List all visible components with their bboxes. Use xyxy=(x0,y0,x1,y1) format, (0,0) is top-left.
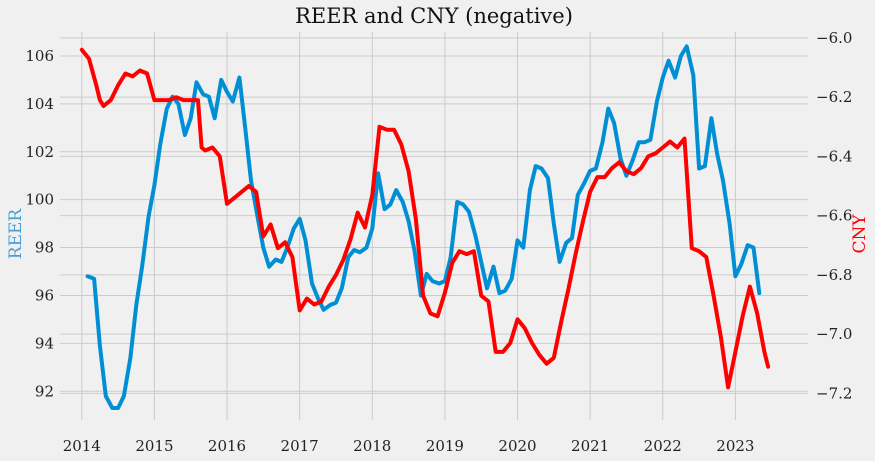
series-layer xyxy=(79,44,771,410)
left-tick-label: 104 xyxy=(25,95,54,113)
left-tick-label: 94 xyxy=(35,334,54,352)
left-tick-label: 92 xyxy=(35,382,54,400)
x-tick-label: 2018 xyxy=(353,437,391,455)
left-tick-label: 96 xyxy=(35,286,54,304)
right-tick-label: −6.0 xyxy=(816,29,852,47)
left-axis-ticks: 92 94 96 98 100 102 104 106 xyxy=(25,47,54,400)
x-tick-label: 2023 xyxy=(716,437,754,455)
left-axis-label: REER xyxy=(6,208,26,260)
x-tick-label: 2017 xyxy=(281,437,319,455)
x-tick-label: 2014 xyxy=(63,437,101,455)
right-tick-label: −6.2 xyxy=(816,88,852,106)
right-axis-label: CNY xyxy=(850,214,870,254)
left-tick-label: 100 xyxy=(25,191,54,209)
chart-title: REER and CNY (negative) xyxy=(295,4,573,28)
gridlines xyxy=(60,32,808,420)
right-axis-ticks: −6.0 −6.2 −6.4 −6.6 −6.8 −7.0 −7.2 xyxy=(816,29,852,402)
right-tick-label: −6.8 xyxy=(816,266,852,284)
right-tick-label: −6.6 xyxy=(816,207,852,225)
x-tick-label: 2016 xyxy=(208,437,246,455)
x-tick-label: 2020 xyxy=(498,437,536,455)
x-tick-label: 2022 xyxy=(644,437,682,455)
x-tick-label: 2015 xyxy=(135,437,173,455)
x-tick-label: 2019 xyxy=(426,437,464,455)
right-tick-label: −7.2 xyxy=(816,384,852,402)
left-tick-label: 106 xyxy=(25,47,54,65)
left-tick-label: 102 xyxy=(25,143,54,161)
x-tick-label: 2021 xyxy=(571,437,609,455)
right-tick-label: −7.0 xyxy=(816,325,852,343)
x-axis-ticks: 2014 2015 2016 2017 2018 2019 2020 2021 2022 2023 xyxy=(63,437,755,455)
left-tick-label: 98 xyxy=(35,239,54,257)
right-tick-label: −6.4 xyxy=(816,147,852,165)
series-line-right xyxy=(79,47,771,390)
